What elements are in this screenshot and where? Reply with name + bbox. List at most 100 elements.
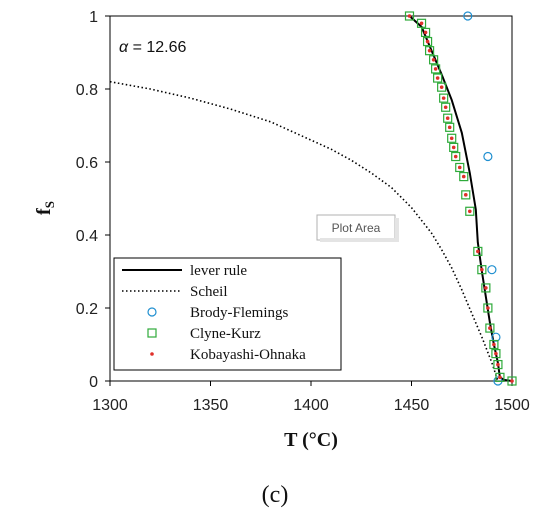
series-point-kobayashi-ohnaka <box>439 85 444 89</box>
series-point-kobayashi-ohnaka <box>447 125 452 130</box>
x-tick-label: 1500 <box>494 397 530 414</box>
series-point-clyne-kurz <box>449 142 459 152</box>
plot-area-tag: Plot Area <box>316 214 399 242</box>
series-point-kobayashi-ohnaka <box>463 193 468 197</box>
y-tick-label: 0.6 <box>76 155 98 172</box>
series-point-clyne-kurz <box>437 82 447 92</box>
series-point-kobayashi-ohnaka <box>443 105 448 110</box>
series-point-kobayashi-ohnaka <box>476 249 480 254</box>
series-point-clyne-kurz <box>485 323 495 333</box>
legend-label-kobayashi-ohnaka: Kobayashi-Ohnaka <box>190 347 306 363</box>
series-point-clyne-kurz <box>493 359 503 370</box>
y-axis-label: fS <box>33 201 57 215</box>
y-tick-label: 0 <box>89 374 98 391</box>
x-tick-label: 1350 <box>193 397 229 414</box>
legend-swatch-brody-flemings <box>147 307 157 317</box>
series-point-kobayashi-ohnaka <box>496 362 500 367</box>
y-tick-label: 0.4 <box>76 228 98 245</box>
series-point-clyne-kurz <box>420 27 431 38</box>
figure-caption: (c) <box>262 482 289 508</box>
series-point-clyne-kurz <box>489 339 499 350</box>
series-point-clyne-kurz <box>483 303 493 313</box>
series-point-kobayashi-ohnaka <box>467 209 472 214</box>
series-point-kobayashi-ohnaka <box>451 145 456 150</box>
series-point-kobayashi-ohnaka <box>461 174 466 179</box>
series-point-clyne-kurz <box>439 93 449 103</box>
svg-text:fS: fS <box>33 201 57 215</box>
series-point-brody-flemings <box>491 332 501 342</box>
series-point-kobayashi-ohnaka <box>453 154 458 159</box>
y-axis-label-sub: S <box>42 201 57 208</box>
series-point-clyne-kurz <box>455 162 465 173</box>
series-point-kobayashi-ohnaka <box>427 48 432 53</box>
legend-label-scheil: Scheil <box>190 284 228 300</box>
series-point-kobayashi-ohnaka <box>419 21 424 26</box>
series-point-kobayashi-ohnaka <box>445 116 450 120</box>
series-point-clyne-kurz <box>473 246 483 257</box>
alpha-annotation: α = 12.66 <box>119 39 187 56</box>
series-point-clyne-kurz <box>443 113 453 123</box>
series-point-clyne-kurz <box>447 133 457 143</box>
series-point-clyne-kurz <box>416 18 427 28</box>
series-point-clyne-kurz <box>507 376 517 386</box>
series-point-clyne-kurz <box>465 206 475 216</box>
series-point-kobayashi-ohnaka <box>492 342 496 347</box>
series-point-clyne-kurz <box>481 283 491 293</box>
legend-label-brody-flemings: Brody-Flemings <box>190 305 288 321</box>
alpha-value: = 12.66 <box>128 39 186 56</box>
legend-label-lever-rule: lever rule <box>190 263 247 279</box>
series-line-lever-rule <box>408 15 513 382</box>
series-point-kobayashi-ohnaka <box>431 58 436 62</box>
legend-swatch-kobayashi-ohnaka <box>150 352 154 356</box>
series-point-clyne-kurz <box>441 102 451 112</box>
alpha-symbol: α <box>119 39 129 56</box>
series-point-clyne-kurz <box>451 151 461 162</box>
series-point-kobayashi-ohnaka <box>488 326 492 330</box>
series-point-clyne-kurz <box>477 265 487 275</box>
series-point-kobayashi-ohnaka <box>480 267 484 272</box>
series-point-brody-flemings <box>463 11 473 21</box>
legend-swatch-clyne-kurz <box>147 328 157 338</box>
series-point-clyne-kurz <box>459 172 469 182</box>
series-point-clyne-kurz <box>404 11 415 21</box>
series-point-clyne-kurz <box>433 73 443 83</box>
x-tick-label: 1450 <box>394 397 430 414</box>
series-point-clyne-kurz <box>424 46 435 56</box>
series-point-clyne-kurz <box>491 349 501 359</box>
series-point-brody-flemings <box>487 265 497 275</box>
legend-box <box>113 257 342 371</box>
series-point-kobayashi-ohnaka <box>498 375 502 380</box>
y-tick-label: 0.8 <box>76 82 98 99</box>
series-point-clyne-kurz <box>461 190 471 200</box>
series-point-kobayashi-ohnaka <box>433 67 438 71</box>
plot-area-tag-label: Plot Area <box>332 221 381 235</box>
series-point-clyne-kurz <box>431 64 441 74</box>
series-point-kobayashi-ohnaka <box>457 165 462 170</box>
series-point-kobayashi-ohnaka <box>425 39 430 44</box>
legend: lever rule Scheil Brody-Flemings Clyne-Kurz… <box>113 257 342 371</box>
series-point-kobayashi-ohnaka <box>484 286 488 290</box>
series-layer <box>109 11 517 386</box>
series-point-kobayashi-ohnaka <box>423 30 428 35</box>
y-tick-label: 0.2 <box>76 301 98 318</box>
series-point-kobayashi-ohnaka <box>486 306 490 310</box>
x-axis-label: T (°C) <box>284 429 338 451</box>
x-tick-label: 1400 <box>293 397 329 414</box>
series-point-clyne-kurz <box>422 36 433 47</box>
series-point-kobayashi-ohnaka <box>441 96 446 100</box>
y-axis-label-main: f <box>33 208 55 215</box>
legend-label-clyne-kurz: Clyne-Kurz <box>190 326 261 342</box>
series-point-clyne-kurz <box>495 372 505 382</box>
series-point-kobayashi-ohnaka <box>407 14 412 18</box>
series-point-clyne-kurz <box>429 55 439 65</box>
series-point-kobayashi-ohnaka <box>510 379 514 383</box>
series-point-clyne-kurz <box>445 122 455 132</box>
series-point-kobayashi-ohnaka <box>494 351 498 356</box>
x-axis: 1300 1350 1400 1450 1500 <box>92 381 530 414</box>
x-tick-label: 1300 <box>92 397 128 414</box>
y-axis: 0 0.2 0.4 0.6 0.8 1 <box>76 9 110 391</box>
series-point-kobayashi-ohnaka <box>449 136 454 141</box>
series-point-kobayashi-ohnaka <box>435 76 440 80</box>
y-tick-label: 1 <box>89 9 98 26</box>
